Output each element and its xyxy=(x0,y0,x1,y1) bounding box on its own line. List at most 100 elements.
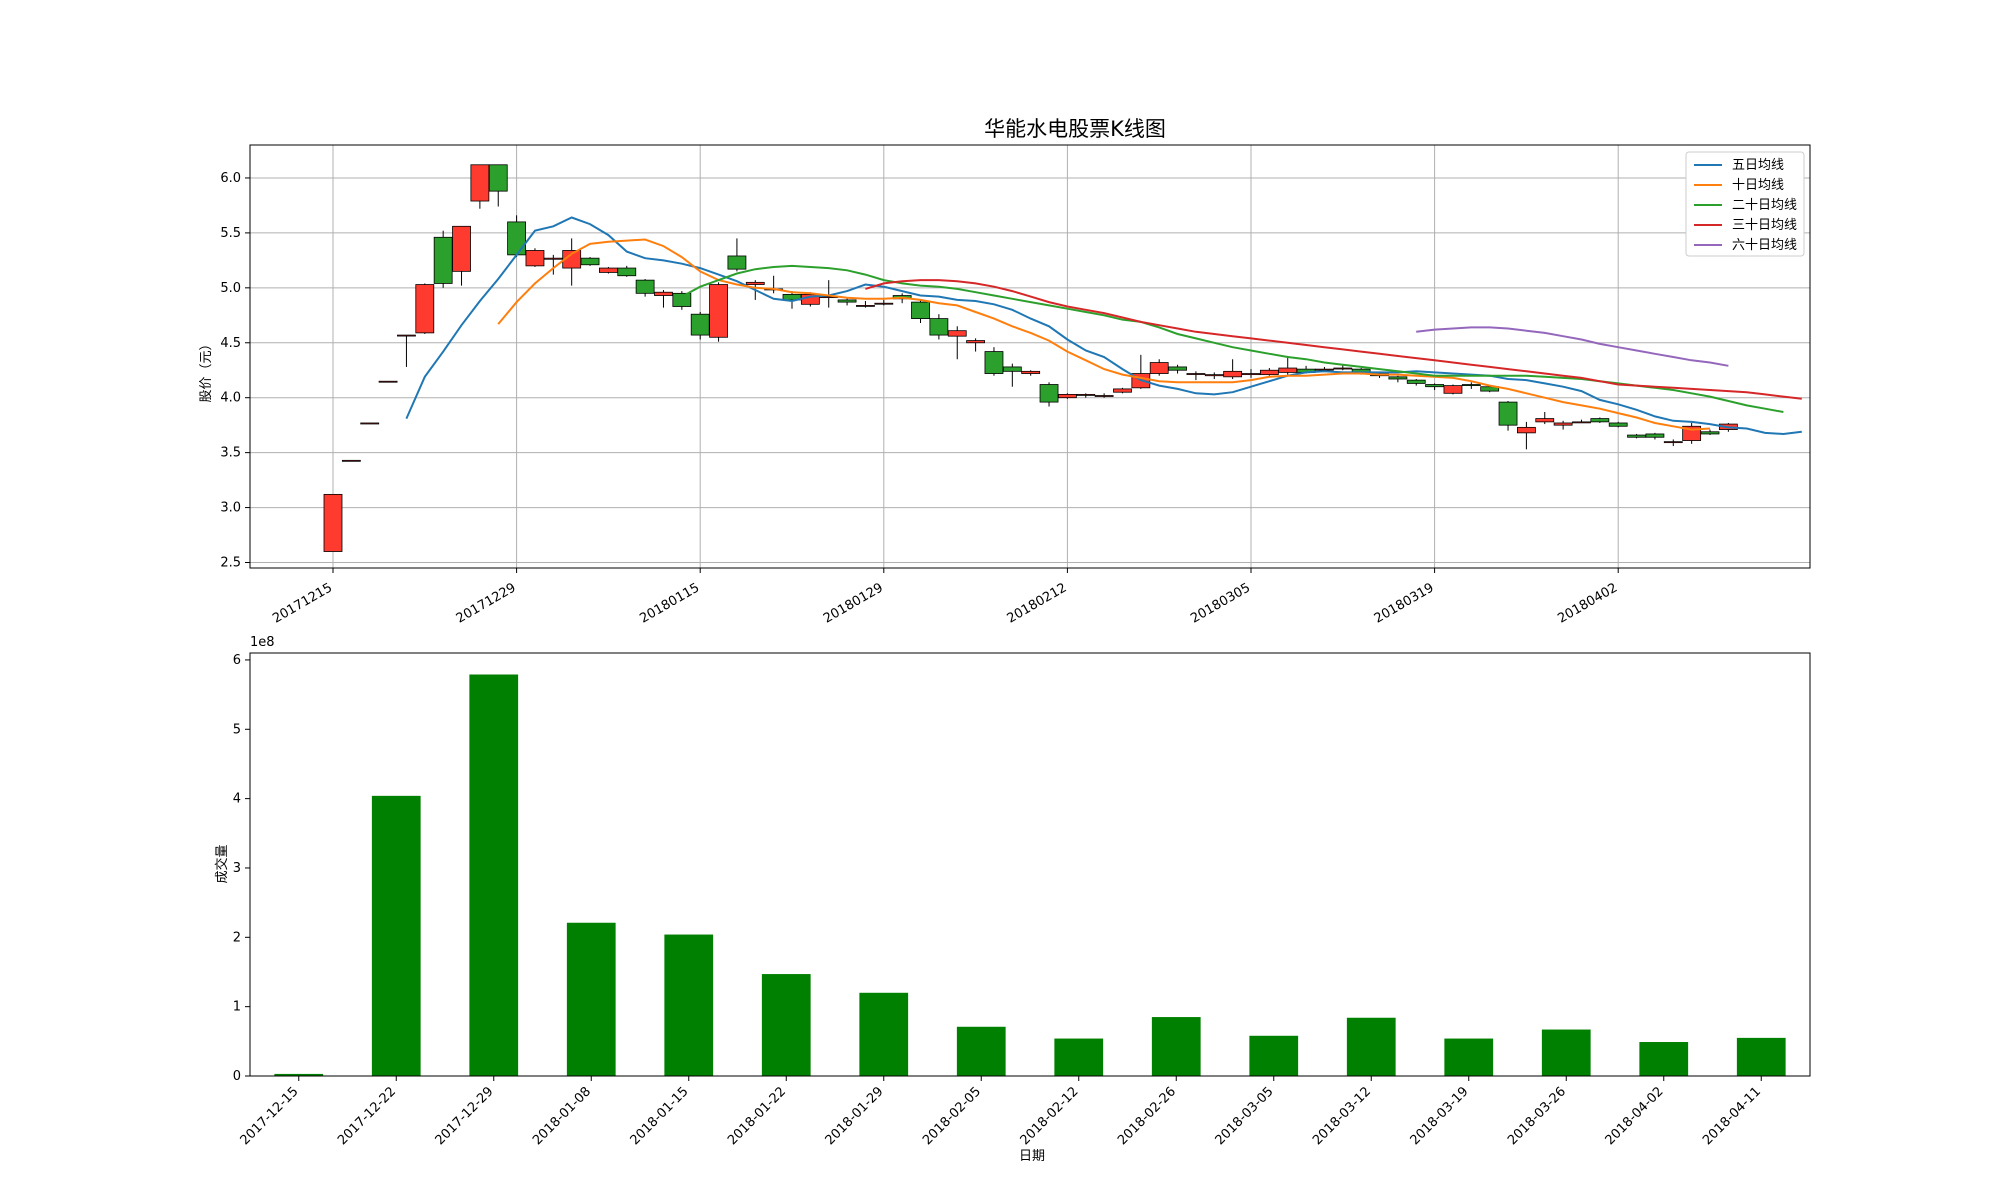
volume-bar xyxy=(469,674,519,1076)
candle-body xyxy=(856,305,875,307)
candle-body xyxy=(635,279,655,294)
volume-bar xyxy=(1541,1029,1591,1076)
candle-body xyxy=(1406,379,1426,384)
top-y-tick-label: 5.5 xyxy=(220,226,241,241)
candle-body xyxy=(488,164,508,192)
volume-bar xyxy=(1054,1038,1104,1076)
legend-entry: 十日均线 xyxy=(1732,178,1784,193)
bottom-x-tick-label: 2017-12-15 xyxy=(238,1084,302,1148)
candle-body xyxy=(1058,394,1077,399)
candle-body xyxy=(1168,366,1187,371)
candle-body xyxy=(470,164,490,202)
candle-body xyxy=(1186,373,1206,375)
candle-body xyxy=(415,284,435,334)
volume-bar xyxy=(371,795,421,1076)
candle-body xyxy=(947,330,967,337)
top-y-axis: 2.5 3.0 3.5 4.0 4.5 5.0 5.5 6.0 xyxy=(220,171,250,571)
volume-bar xyxy=(761,974,811,1076)
candle-body xyxy=(617,267,637,277)
candle-body xyxy=(1627,434,1646,438)
candle-body xyxy=(525,250,545,267)
candle-body xyxy=(397,334,416,337)
candle-body xyxy=(929,318,949,336)
bottom-x-tick-label: 2018-01-08 xyxy=(530,1084,594,1148)
candle-body xyxy=(966,340,985,344)
bottom-x-tick-label: 2018-02-26 xyxy=(1115,1084,1179,1148)
candle-body xyxy=(1443,385,1463,394)
candle-body xyxy=(1021,370,1041,374)
volume-bar xyxy=(566,922,616,1076)
top-grid xyxy=(250,145,1810,568)
top-axes-frame xyxy=(249,144,1811,569)
candle-body xyxy=(1094,395,1114,397)
bottom-axes-frame xyxy=(249,652,1811,1077)
candle-body xyxy=(1590,418,1610,423)
volume-bar xyxy=(1151,1017,1201,1076)
volume-bar xyxy=(859,992,909,1076)
bottom-y-tick-label: 4 xyxy=(233,792,241,807)
candle-body xyxy=(837,299,857,303)
bottom-y-tick-label: 1 xyxy=(233,1000,241,1015)
volume-bar xyxy=(1346,1017,1396,1076)
bottom-y-tick-label: 5 xyxy=(233,722,241,737)
candle-body xyxy=(654,291,673,296)
candle-body xyxy=(1388,376,1408,380)
candle-body xyxy=(984,351,1004,374)
volume-bars xyxy=(274,674,1786,1076)
candle-body xyxy=(1113,388,1132,393)
candle-body xyxy=(360,422,380,425)
candle-body xyxy=(1333,367,1353,370)
candle-body xyxy=(911,301,930,319)
volume-bar xyxy=(1639,1042,1689,1076)
candle-body xyxy=(1315,368,1334,371)
ma-line xyxy=(405,216,1802,436)
candle-body xyxy=(1480,386,1500,392)
volume-bar xyxy=(1249,1035,1299,1076)
candle-body xyxy=(1039,384,1059,403)
legend-entry: 二十日均线 xyxy=(1732,198,1797,213)
top-y-tick-label: 3.5 xyxy=(220,446,241,461)
top-y-tick-label: 4.0 xyxy=(220,391,241,406)
moving-average-lines xyxy=(405,216,1802,436)
candle-body xyxy=(1278,367,1298,373)
bottom-x-tick-label: 2017-12-22 xyxy=(335,1084,399,1148)
top-y-tick-label: 3.0 xyxy=(220,501,241,516)
candle-body xyxy=(745,281,765,285)
candle-body xyxy=(1645,433,1665,438)
legend-entry: 五日均线 xyxy=(1732,158,1784,173)
candle-body xyxy=(1535,418,1555,423)
ma-line xyxy=(497,238,1711,431)
bottom-x-tick-label: 2018-03-26 xyxy=(1505,1084,1569,1148)
candle-body xyxy=(378,380,398,383)
bottom-x-tick-label: 2018-03-12 xyxy=(1310,1084,1374,1148)
legend-entry: 六十日均线 xyxy=(1732,238,1797,253)
bottom-x-tick-label: 2017-12-29 xyxy=(433,1084,497,1148)
top-x-tick-label: 20180305 xyxy=(1188,580,1253,626)
top-y-tick-label: 5.0 xyxy=(220,281,241,296)
top-x-tick-label: 20180212 xyxy=(1005,580,1070,626)
top-y-tick-label: 6.0 xyxy=(220,171,241,186)
bottom-y-tick-label: 6 xyxy=(233,653,241,668)
top-y-label: 股价（元） xyxy=(199,337,214,402)
candle-body xyxy=(709,284,728,338)
bottom-x-tick-label: 2018-02-12 xyxy=(1018,1084,1082,1148)
bottom-y-axis: 0 1 2 3 4 5 6 xyxy=(233,653,250,1084)
candle-body xyxy=(1608,422,1628,427)
volume-bar xyxy=(664,934,714,1076)
candle-body xyxy=(452,225,471,272)
candle-body xyxy=(1223,370,1243,378)
candle-body xyxy=(599,267,618,273)
candle-body xyxy=(1259,369,1279,376)
volume-bar xyxy=(274,1073,324,1076)
candlestick-panel: 华能水电股票K线图 2.5 3.0 3.5 4.0 4.5 5.0 5.5 6.0 20171… xyxy=(199,117,1811,627)
candle-body xyxy=(1663,441,1683,444)
bottom-x-tick-label: 2018-01-15 xyxy=(628,1084,692,1148)
candle-body xyxy=(1572,421,1591,424)
bottom-x-tick-label: 2018-03-19 xyxy=(1408,1084,1472,1148)
candle-body xyxy=(1517,426,1536,434)
candle-body xyxy=(1461,384,1481,387)
candle-body xyxy=(1149,362,1169,374)
candle-body xyxy=(433,236,453,284)
top-x-axis: 20171215 20171229 20180115 20180129 20180212… xyxy=(270,568,1620,627)
